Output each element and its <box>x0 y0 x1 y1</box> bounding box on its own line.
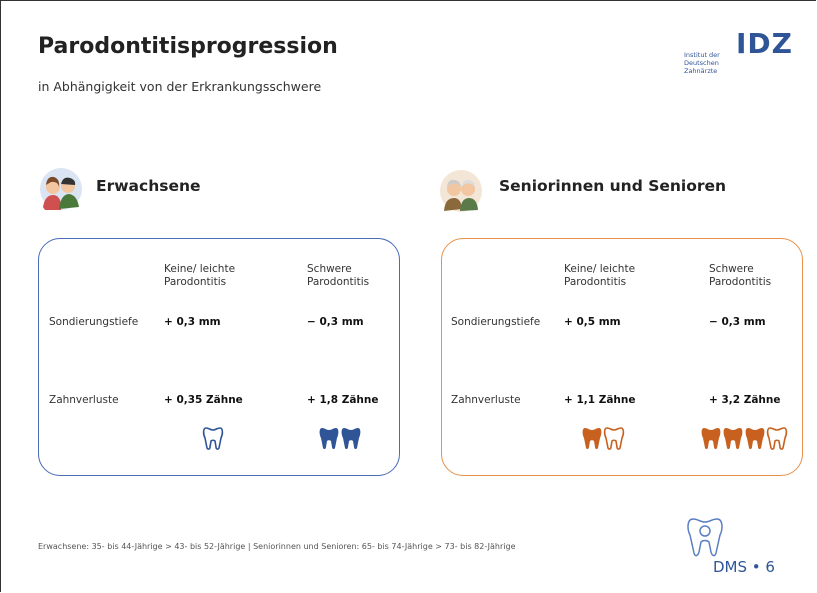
title: Parodontitisprogression <box>38 34 338 59</box>
dms-logo-mark <box>687 515 723 559</box>
panel-title: Erwachsene <box>96 177 201 195</box>
logo-short: IDZ <box>736 27 793 60</box>
column-header: Keine/ leichte Parodontitis <box>164 263 294 289</box>
infographic: Parodontitisprogression in Abhängigkeit … <box>0 0 816 592</box>
cell: + 1,1 Zähne <box>564 394 635 406</box>
cell: + 3,2 Zähne <box>709 394 780 406</box>
icon-adults <box>39 167 83 211</box>
study-logo: DMS • 6 <box>713 558 775 576</box>
cell: + 0,3 mm <box>164 316 221 328</box>
cell: − 0,3 mm <box>307 316 364 328</box>
cell: − 0,3 mm <box>709 316 766 328</box>
cell: + 1,8 Zähne <box>307 394 378 406</box>
logo-institute: Institut der Deutschen Zahnärzte <box>684 51 739 75</box>
cell: + 0,5 mm <box>564 316 621 328</box>
panel-title: Seniorinnen und Senioren <box>499 177 726 195</box>
icon-seniors <box>439 169 483 213</box>
column-header: Keine/ leichte Parodontitis <box>564 263 694 289</box>
cell: + 0,35 Zähne <box>164 394 243 406</box>
footnote: Erwachsene: 35- bis 44-Jährige > 43- bis… <box>38 542 516 551</box>
column-header: Schwere Parodontitis <box>307 263 397 289</box>
row-label: Zahnverluste <box>49 394 119 406</box>
teeth-icons <box>1 1 2 2</box>
column-header: Schwere Parodontitis <box>709 263 799 289</box>
row-label: Zahnverluste <box>451 394 521 406</box>
subtitle: in Abhängigkeit von der Erkrankungsschwe… <box>38 79 321 94</box>
row-label: Sondierungstiefe <box>49 316 138 328</box>
row-label: Sondierungstiefe <box>451 316 540 328</box>
